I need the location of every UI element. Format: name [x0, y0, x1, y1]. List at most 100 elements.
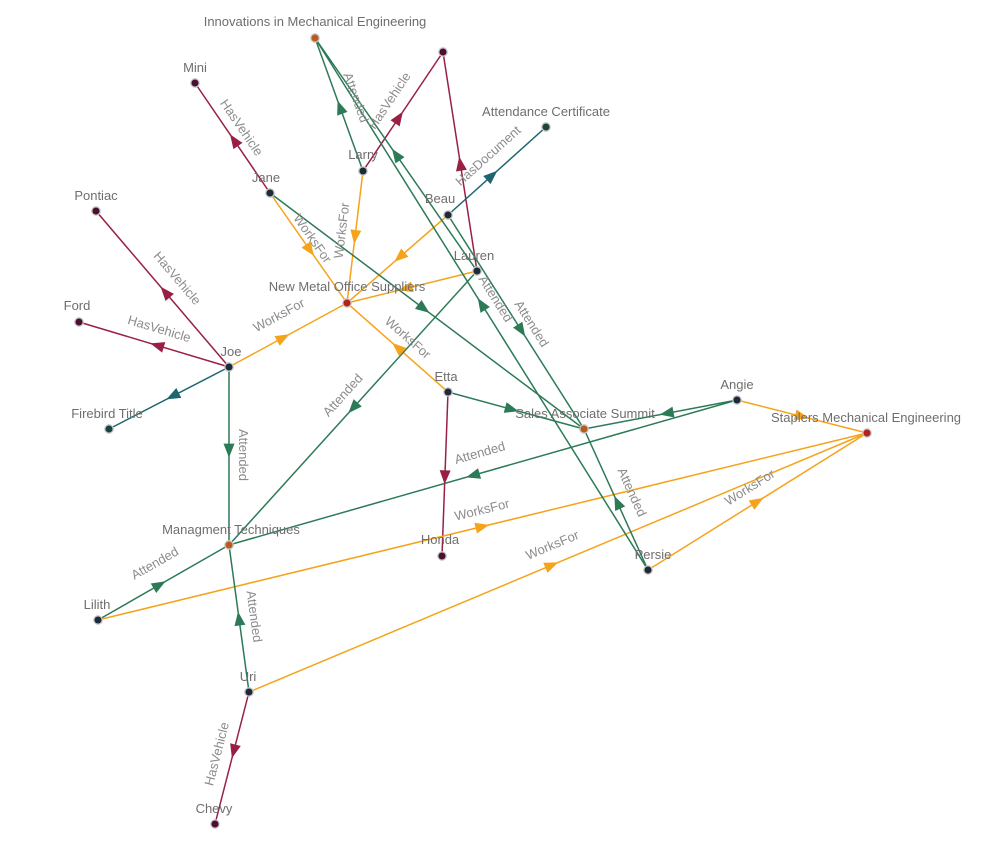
arrow-larry-nmos — [350, 229, 362, 244]
node-label-etta: Etta — [434, 369, 458, 384]
edge-angie-mt — [228, 399, 738, 546]
edge-label-angie-mt: Attended — [453, 438, 507, 467]
arrow-joe-firebird — [166, 388, 182, 400]
edge-labels-layer: HasVehicleHasVehicleHasVehicleHasVehicle… — [126, 69, 778, 787]
edge-label-larry-ime: Attended — [340, 70, 372, 124]
node-sme[interactable] — [862, 428, 872, 438]
node-label-beau: Beau — [425, 191, 455, 206]
node-jane[interactable] — [265, 188, 275, 198]
node-label-jane: Jane — [252, 170, 280, 185]
edges-layer — [78, 37, 868, 825]
node-label-nmos: New Metal Office Suppliers — [269, 279, 426, 294]
node-sas[interactable] — [579, 424, 589, 434]
arrow-persie-sme — [748, 497, 764, 510]
arrow-jane-sas — [414, 300, 430, 313]
arrows-layer — [150, 100, 809, 759]
arrow-lauren-mt — [348, 399, 362, 414]
edge-label-persie-sas: Attended — [615, 465, 650, 519]
arrow-beau-sas — [513, 321, 526, 337]
node-label-sme: Staplers Mechanical Engineering — [771, 410, 961, 425]
node-label-attcert: Attendance Certificate — [482, 104, 610, 119]
arrow-joe-pontiac — [160, 286, 174, 302]
node-mt[interactable] — [224, 540, 234, 550]
arrow-uri-mt — [234, 611, 246, 627]
edge-label-larry-unknown-vehicle: HasVehicle — [365, 69, 414, 131]
arrow-angie-sas — [659, 406, 675, 418]
arrow-lauren-nmos — [398, 281, 414, 293]
arrow-persie-ime — [477, 298, 490, 313]
node-label-honda: Honda — [421, 532, 460, 547]
edge-label-jane-nmos: WorksFor — [290, 211, 335, 266]
node-persie[interactable] — [643, 565, 653, 575]
node-angie[interactable] — [732, 395, 742, 405]
node-labels-layer: Innovations in Mechanical Engineering Min… — [64, 14, 961, 816]
node-label-sas: Sales Associate Summit — [515, 406, 655, 421]
arrow-lilith-sme — [474, 522, 490, 534]
node-lauren[interactable] — [472, 266, 482, 276]
arrow-jane-mini — [230, 134, 243, 150]
node-label-mt: Managment Techniques — [162, 522, 300, 537]
nodes-layer — [74, 33, 872, 829]
arrow-angie-mt — [466, 468, 482, 479]
arrow-etta-honda — [439, 470, 451, 485]
node-attcert[interactable] — [541, 122, 551, 132]
edge-label-joe-pontiac: HasVehicle — [151, 248, 205, 307]
arrow-joe-mt — [223, 443, 235, 458]
node-chevy[interactable] — [210, 819, 220, 829]
arrow-angie-sme — [793, 409, 809, 421]
node-ford[interactable] — [74, 317, 84, 327]
edge-label-lauren-mt: Attended — [320, 371, 366, 420]
node-joe[interactable] — [224, 362, 234, 372]
arrow-joe-nmos — [274, 334, 290, 346]
node-uri[interactable] — [244, 687, 254, 697]
node-larry[interactable] — [358, 166, 368, 176]
node-label-lauren: Lauren — [454, 248, 494, 263]
edge-label-lilith-sme: WorksFor — [453, 496, 512, 524]
arrow-uri-chevy — [230, 743, 241, 759]
node-lilith[interactable] — [93, 615, 103, 625]
node-etta[interactable] — [443, 387, 453, 397]
edge-label-uri-mt: Attended — [244, 590, 266, 644]
node-label-pontiac: Pontiac — [74, 188, 118, 203]
edge-beau-sas — [447, 214, 585, 430]
node-label-ime: Innovations in Mechanical Engineering — [204, 14, 427, 29]
arrow-beau-attcert — [483, 170, 498, 185]
arrow-persie-sas — [614, 495, 626, 511]
node-firebird[interactable] — [104, 424, 114, 434]
node-label-uri: Uri — [240, 669, 257, 684]
node-unknown-vehicle[interactable] — [438, 47, 448, 57]
node-label-mini: Mini — [183, 60, 207, 75]
node-pontiac[interactable] — [91, 206, 101, 216]
edge-label-larry-nmos: WorksFor — [331, 201, 353, 259]
edge-label-joe-mt: Attended — [236, 429, 251, 481]
node-ime[interactable] — [310, 33, 320, 43]
arrow-lilith-mt — [150, 581, 166, 594]
node-honda[interactable] — [437, 551, 447, 561]
arrow-jane-nmos — [301, 241, 315, 256]
arrow-lauren-ime — [392, 148, 405, 164]
node-label-joe: Joe — [221, 344, 242, 359]
edge-label-etta-nmos: WorksFor — [382, 313, 435, 362]
edge-larry-unknown-vehicle — [362, 51, 444, 172]
node-nmos[interactable] — [342, 298, 352, 308]
node-label-larry: Larry — [348, 147, 378, 162]
node-label-ford: Ford — [64, 298, 91, 313]
arrow-etta-nmos — [392, 342, 407, 357]
edge-label-persie-ime: Attended — [476, 273, 516, 325]
arrow-etta-sas — [503, 402, 519, 413]
edge-label-joe-ford: HasVehicle — [126, 312, 193, 345]
arrow-lauren-unknown-vehicle — [455, 156, 467, 172]
node-label-lilith: Lilith — [84, 597, 111, 612]
node-label-firebird: Firebird Title — [71, 406, 143, 421]
node-label-persie: Persie — [635, 547, 672, 562]
node-beau[interactable] — [443, 210, 453, 220]
node-mini[interactable] — [190, 78, 200, 88]
arrow-larry-ime — [337, 100, 348, 116]
arrow-beau-nmos — [394, 248, 409, 262]
node-label-angie: Angie — [720, 377, 753, 392]
arrow-uri-sme — [543, 562, 559, 573]
edge-label-uri-sme: WorksFor — [523, 527, 581, 563]
arrow-joe-ford — [150, 342, 166, 353]
